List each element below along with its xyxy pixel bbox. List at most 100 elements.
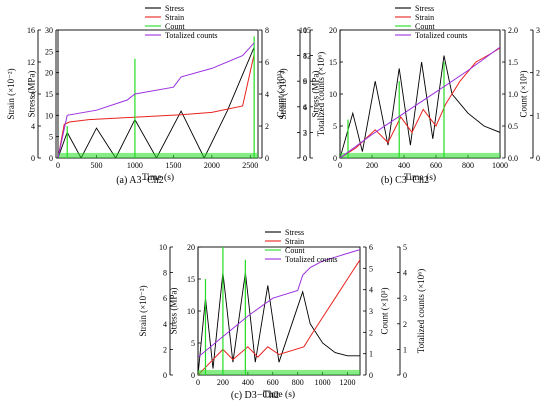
- x-tick-label: 400: [398, 161, 410, 170]
- series-line-strain: [198, 259, 360, 375]
- y-axis-label-strain: Strain (×10⁻²): [6, 68, 16, 119]
- series-line-totalized-counts: [58, 42, 255, 158]
- y-tick-label: 6: [303, 103, 307, 112]
- figure-caption: (c) D3−Ch2: [231, 390, 279, 401]
- plot-frame: [57, 29, 259, 159]
- x-tick-label: 2500: [242, 161, 258, 170]
- x-tick-label: 0: [56, 161, 60, 170]
- y-tick-label: 1: [536, 111, 540, 120]
- y-tick-label: 0: [49, 154, 53, 163]
- plot-frame: [197, 246, 361, 376]
- y-tick-label: 10: [45, 111, 53, 120]
- x-tick-label: 500: [90, 161, 102, 170]
- y-tick-label: 1.0: [508, 90, 518, 99]
- x-tick-label: 1200: [340, 378, 356, 387]
- count-baseline: [58, 152, 258, 158]
- x-axis-label: Time (s): [142, 172, 174, 183]
- y-tick-label: 0: [369, 371, 373, 380]
- y-axis-label-stress: Stress (MPa): [168, 288, 178, 335]
- y-axis-label-count: Count (×10³): [380, 287, 390, 334]
- y-tick-label: 2.0: [508, 26, 518, 35]
- y-tick-label: 2: [369, 328, 373, 337]
- plot-frame: [339, 29, 501, 159]
- y-tick-label: 1.5: [508, 58, 518, 67]
- y-tick-label: 0: [303, 154, 307, 163]
- figure-caption: (a) A3−Ch2: [116, 175, 164, 186]
- series-line-stress: [198, 272, 360, 375]
- series-line-stress: [340, 55, 500, 158]
- x-tick-label: 2000: [204, 161, 220, 170]
- y-tick-label: 2: [303, 128, 307, 137]
- y-tick-label: 2: [265, 122, 269, 131]
- x-tick-label: 800: [462, 161, 474, 170]
- x-axis-label: Time (s): [263, 389, 295, 400]
- y-tick-label: 6: [369, 243, 373, 252]
- y-axis-label-count: Count (×10³): [519, 70, 529, 117]
- y-tick-label: 0: [333, 154, 337, 163]
- y-tick-label: 4: [163, 320, 167, 329]
- y-tick-label: 16: [27, 26, 35, 35]
- y-tick-label: 3: [403, 294, 407, 303]
- y-axis-label-stress: Stress (MPa): [26, 71, 36, 118]
- y-tick-label: 9: [303, 77, 307, 86]
- y-tick-label: 20: [45, 69, 53, 78]
- y-axis-label-totalized: Totalized counts (×10⁶): [416, 269, 426, 354]
- y-tick-label: 4: [303, 103, 307, 112]
- figure-caption: (b) C3−Ch2: [381, 175, 429, 186]
- x-tick-label: 0: [338, 161, 342, 170]
- x-tick-label: 800: [292, 378, 304, 387]
- y-tick-label: 20: [187, 243, 195, 252]
- y-tick-label: 15: [187, 275, 195, 284]
- y-tick-label: 0: [163, 371, 167, 380]
- y-tick-label: 5: [191, 339, 195, 348]
- series-line-totalized-counts: [340, 46, 500, 158]
- y-tick-label: 5: [369, 264, 373, 273]
- y-tick-label: 8: [31, 90, 35, 99]
- y-tick-label: 25: [45, 47, 53, 56]
- legend-label: Count: [165, 22, 185, 31]
- y-tick-label: 12: [303, 52, 311, 61]
- y-tick-label: 0: [191, 371, 195, 380]
- x-tick-label: 600: [430, 161, 442, 170]
- y-axis-label-totalized: Totalized counts (×10⁶): [316, 52, 326, 137]
- y-tick-label: 3: [536, 26, 540, 35]
- count-baseline: [340, 152, 500, 158]
- y-tick-label: 15: [303, 26, 311, 35]
- series-line-stress: [58, 46, 255, 158]
- x-tick-label: 200: [217, 378, 229, 387]
- legend-label: Strain: [165, 13, 184, 22]
- y-tick-label: 30: [45, 26, 53, 35]
- y-tick-label: 3: [303, 128, 307, 137]
- y-axis-label-strain: Strain (×10⁻²): [138, 285, 148, 336]
- y-tick-label: 20: [329, 26, 337, 35]
- y-tick-label: 0: [303, 154, 307, 163]
- series-line-totalized-counts: [198, 249, 360, 358]
- y-tick-label: 3: [369, 307, 373, 316]
- y-tick-label: 5: [49, 133, 53, 142]
- y-tick-label: 0: [31, 154, 35, 163]
- x-tick-label: 600: [267, 378, 279, 387]
- series-group: [340, 46, 500, 158]
- y-tick-label: 6: [265, 58, 269, 67]
- x-tick-label: 1000: [492, 161, 508, 170]
- legend-label: Count: [415, 22, 435, 31]
- y-axis-label-count: Count (×10³): [276, 70, 286, 117]
- x-tick-label: 1500: [165, 161, 181, 170]
- y-tick-label: 6: [303, 77, 307, 86]
- y-tick-label: 0: [536, 154, 540, 163]
- series-line-strain: [340, 47, 500, 158]
- y-tick-label: 8: [265, 26, 269, 35]
- legend-label: Strain: [415, 13, 434, 22]
- series-line-strain: [58, 53, 255, 158]
- series-group: [58, 36, 258, 158]
- y-tick-label: 15: [45, 90, 53, 99]
- y-tick-label: 5: [403, 243, 407, 252]
- y-tick-label: 8: [163, 269, 167, 278]
- y-tick-label: 0.5: [508, 122, 518, 131]
- y-tick-label: 2: [403, 320, 407, 329]
